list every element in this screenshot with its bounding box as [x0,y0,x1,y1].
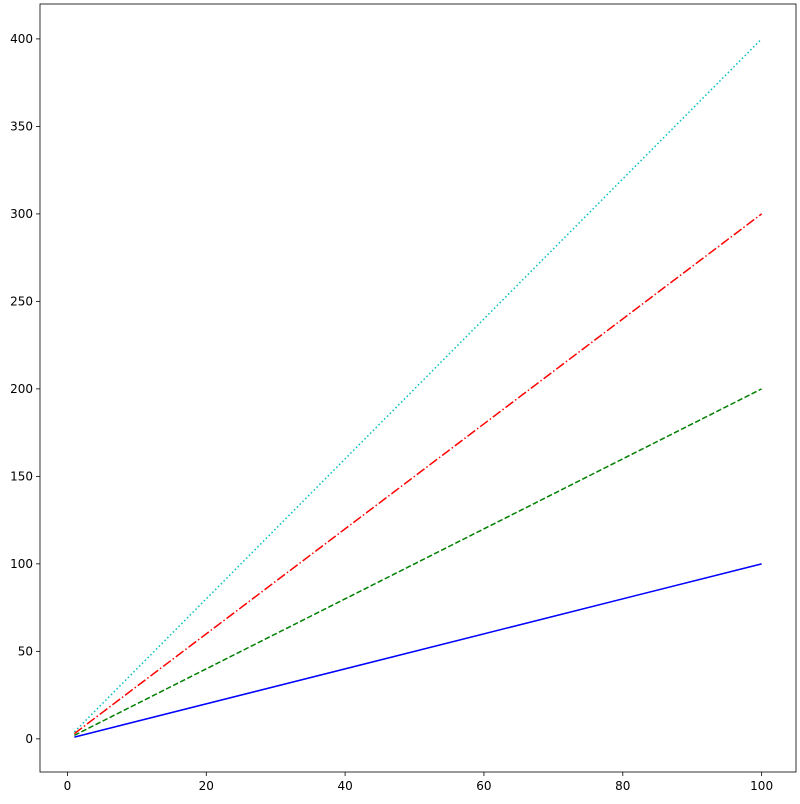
series-line [74,563,762,738]
y-tick-label: 200 [10,382,33,396]
x-tick-label: 100 [750,779,773,793]
y-tick-label: 150 [10,469,33,483]
series-line [73,213,763,735]
plot-frame [39,3,797,773]
x-tick-label: 0 [64,779,72,793]
y-tick-label: 300 [10,207,33,221]
y-tick-label: 0 [25,732,33,746]
x-tick-label: 20 [199,779,214,793]
series-line [74,388,762,737]
series-line [73,38,763,733]
y-tick-label: 350 [10,119,33,133]
x-tick-label: 40 [337,779,352,793]
x-tick-label: 80 [615,779,630,793]
y-tick-label: 50 [18,644,33,658]
y-tick-label: 400 [10,32,33,46]
y-tick-label: 250 [10,294,33,308]
x-tick-label: 60 [476,779,491,793]
y-tick-label: 100 [10,557,33,571]
